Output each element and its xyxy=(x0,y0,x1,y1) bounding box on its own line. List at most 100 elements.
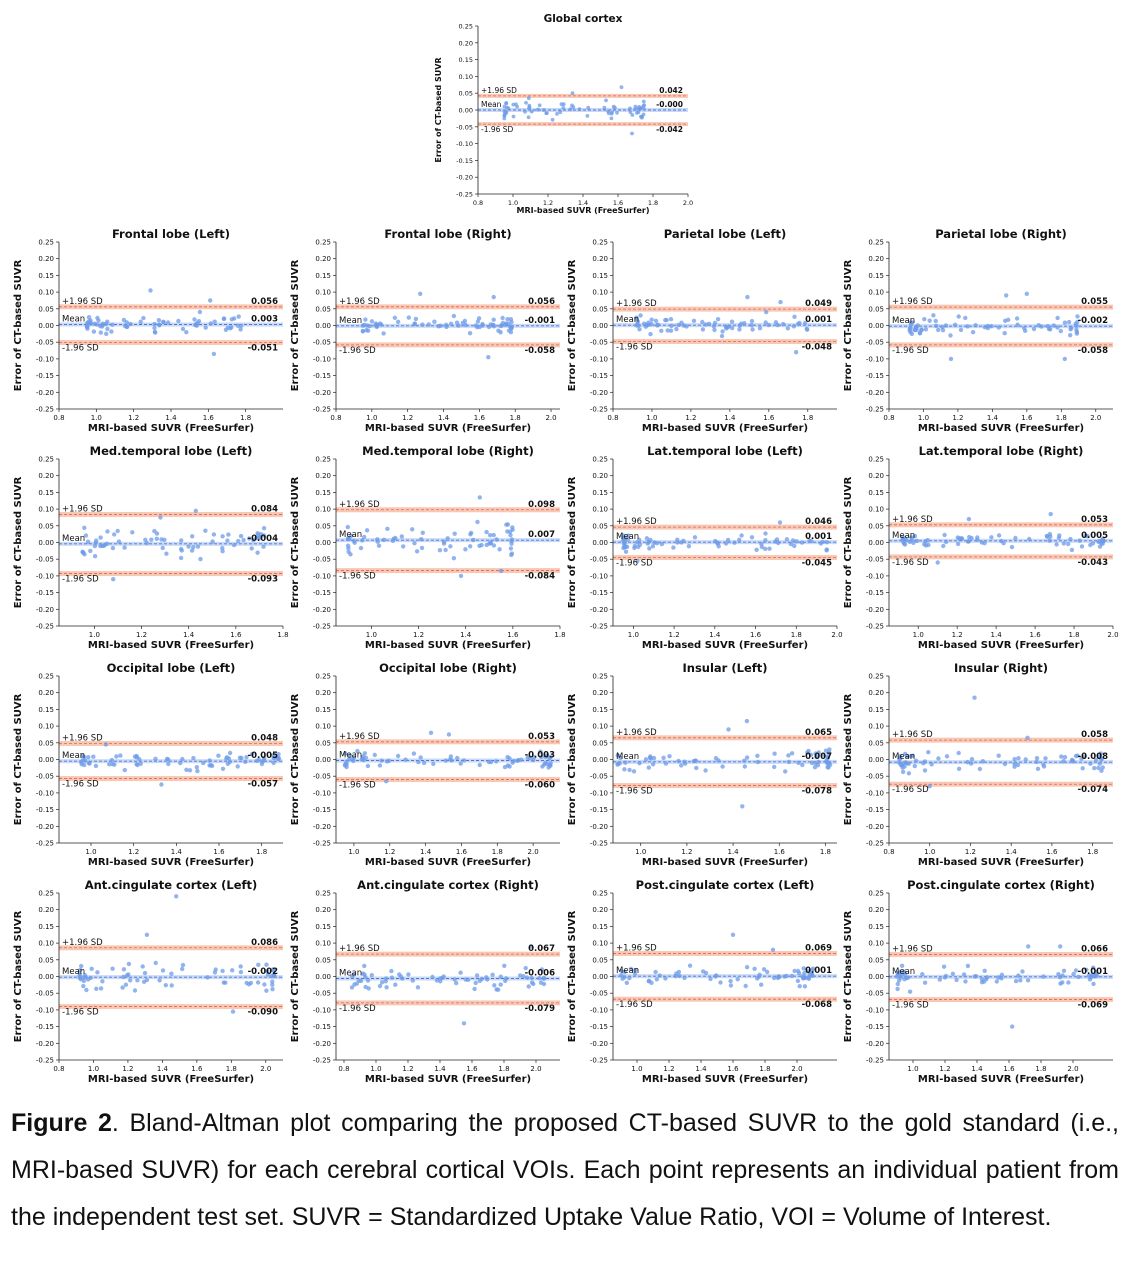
caption-text: . Bland-Altman plot comparing the propos… xyxy=(11,1109,1119,1231)
data-point xyxy=(377,763,383,768)
y-tick-label: 0.00 xyxy=(868,756,884,764)
data-point xyxy=(163,983,168,988)
y-tick-label: -0.05 xyxy=(590,339,608,347)
data-point xyxy=(494,537,499,542)
data-point xyxy=(362,534,367,540)
data-point xyxy=(157,323,162,328)
data-point xyxy=(140,964,145,969)
y-tick-label: -0.20 xyxy=(313,606,331,614)
data-point xyxy=(958,327,964,333)
data-point xyxy=(363,975,368,980)
data-point xyxy=(211,351,217,357)
lower-sd-label: -1.96 SD xyxy=(481,125,514,134)
lower-sd-label: -1.96 SD xyxy=(892,1001,929,1011)
mean-label: Mean xyxy=(62,967,85,977)
data-point xyxy=(99,324,105,329)
data-point xyxy=(186,544,191,549)
data-point xyxy=(1060,973,1065,978)
y-tick-label: -0.20 xyxy=(313,389,331,397)
data-point xyxy=(515,758,520,763)
data-point xyxy=(623,544,628,549)
data-point xyxy=(1093,757,1099,763)
upper-sd-label: +1.96 SD xyxy=(62,733,103,743)
data-point xyxy=(1069,547,1075,553)
data-point xyxy=(498,330,503,335)
data-point xyxy=(1016,756,1021,761)
x-tick-label: 1.8 xyxy=(759,1065,770,1073)
data-point xyxy=(827,747,832,752)
upper-sd-label: +1.96 SD xyxy=(62,938,103,948)
y-tick-label: -0.10 xyxy=(36,1006,54,1014)
data-point xyxy=(392,315,398,320)
data-point xyxy=(250,751,255,757)
upper-value-label: 0.056 xyxy=(528,297,555,307)
data-point xyxy=(184,330,189,335)
x-tick-label: 1.6 xyxy=(1030,631,1042,639)
data-point xyxy=(507,764,512,769)
panel-14: -0.25 -0.20 -0.15 -0.10 -0.05 0.00 0.05 0.10 0.1… xyxy=(13,878,283,1085)
data-point xyxy=(1096,754,1102,760)
data-point xyxy=(909,535,914,540)
upper-sd-label: +1.96 SD xyxy=(892,515,933,525)
data-point xyxy=(737,327,742,332)
data-point xyxy=(479,542,484,548)
y-tick-label: 0.25 xyxy=(38,890,54,898)
data-point xyxy=(1013,535,1018,541)
data-point xyxy=(944,754,950,759)
data-point xyxy=(816,750,821,755)
y-tick-label: 0.05 xyxy=(315,305,331,313)
data-point xyxy=(93,763,99,769)
data-point xyxy=(351,755,357,761)
y-tick-label: -0.05 xyxy=(313,339,331,347)
data-point xyxy=(225,538,230,543)
data-point xyxy=(772,751,777,756)
y-tick-label: 0.20 xyxy=(592,255,608,263)
x-tick-label: 1.0 xyxy=(366,414,377,422)
upper-sd-label: +1.96 SD xyxy=(892,730,933,740)
data-point xyxy=(1002,331,1007,336)
data-point xyxy=(509,537,515,542)
y-axis-label: Error of CT-based SUVR xyxy=(843,476,854,608)
data-point xyxy=(917,331,923,336)
data-point xyxy=(936,756,941,761)
bland-altman-figure: -0.25 -0.20 -0.15 -0.10 -0.05 0.00 0.05 0.10 0.1… xyxy=(13,13,1119,1085)
upper-value-label: 0.067 xyxy=(528,944,555,954)
x-tick-label: 1.0 xyxy=(631,1065,642,1073)
data-point xyxy=(235,764,240,769)
data-point xyxy=(996,325,1001,330)
data-point xyxy=(428,730,434,735)
data-point xyxy=(354,981,359,986)
panel-5: -0.25 -0.20 -0.15 -0.10 -0.05 0.00 0.05 0.10 0.1… xyxy=(843,227,1113,434)
data-point xyxy=(179,538,184,543)
x-tick-label: 1.8 xyxy=(554,631,565,639)
data-point xyxy=(966,539,971,544)
x-tick-label: 1.6 xyxy=(1046,848,1058,856)
data-point xyxy=(455,755,460,761)
data-point xyxy=(169,971,174,976)
upper-sd-label: +1.96 SD xyxy=(62,504,103,514)
data-point xyxy=(498,568,504,574)
data-point xyxy=(809,760,815,766)
data-point xyxy=(796,321,801,326)
y-tick-label: -0.20 xyxy=(36,389,54,397)
y-tick-label: 0.25 xyxy=(315,239,331,247)
data-point xyxy=(792,314,797,319)
data-point xyxy=(492,983,497,988)
panel-2: -0.25 -0.20 -0.15 -0.10 -0.05 0.00 0.05 0.10 0.1… xyxy=(13,227,283,434)
x-tick-label: 1.0 xyxy=(348,848,359,856)
data-point xyxy=(110,966,115,971)
y-tick-label: 0.10 xyxy=(868,289,884,297)
data-point xyxy=(362,751,367,756)
data-point xyxy=(912,763,917,769)
mean-value-label: 0.001 xyxy=(805,532,832,542)
data-point xyxy=(824,759,829,764)
data-point xyxy=(757,972,762,977)
data-point xyxy=(902,536,907,541)
data-point xyxy=(454,320,460,325)
data-point xyxy=(91,329,97,334)
lower-sd-label: -1.96 SD xyxy=(616,787,653,797)
x-tick-label: 1.6 xyxy=(774,848,786,856)
data-point xyxy=(509,551,515,556)
data-point xyxy=(538,749,543,754)
data-point xyxy=(196,319,202,324)
